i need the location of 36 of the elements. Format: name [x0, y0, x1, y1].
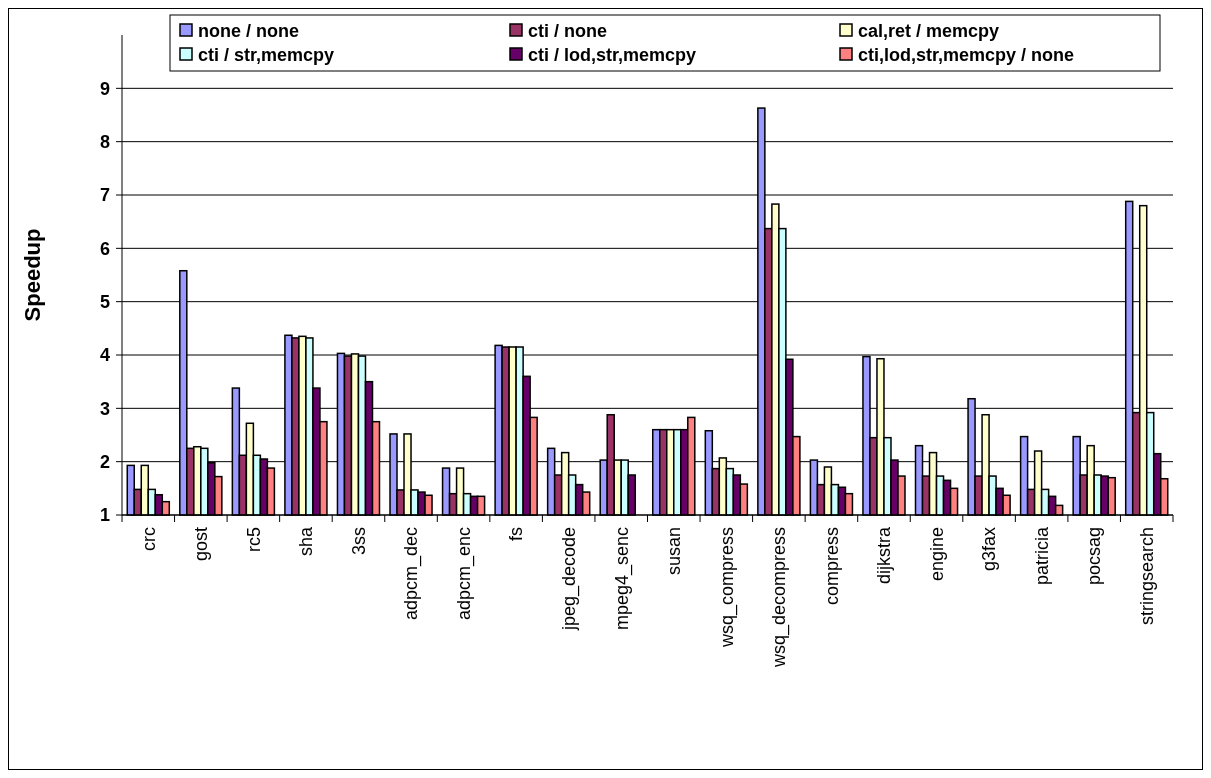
legend-label: cti / str,memcpy — [198, 45, 335, 66]
y-tick-label: 2 — [99, 451, 110, 472]
x-tick-label: sha — [296, 526, 317, 557]
x-tick-label: patricia — [1031, 526, 1052, 586]
x-tick-label: rc5 — [243, 527, 264, 553]
x-tick-label: stringsearch — [1137, 527, 1158, 626]
x-tick-label: crc — [138, 527, 159, 551]
x-tick-label: 3ss — [348, 527, 369, 556]
y-tick-label: 6 — [99, 238, 110, 259]
legend-label: cal,ret / memcpy — [858, 21, 1000, 42]
x-tick-label: pocsag — [1084, 527, 1105, 586]
legend-label: none / none — [198, 21, 299, 42]
y-tick-label: 4 — [99, 345, 110, 366]
y-axis-title: Speedup — [20, 228, 45, 322]
x-tick-label: adpcm_dec — [401, 527, 423, 621]
y-tick-label: 8 — [99, 131, 110, 152]
legend-label: cti / none — [528, 21, 608, 42]
x-tick-label: dijkstra — [874, 526, 895, 585]
x-tick-label: susan — [664, 527, 685, 576]
y-tick-label: 9 — [99, 78, 110, 99]
y-tick-label: 7 — [99, 185, 110, 206]
y-tick-label: 1 — [99, 505, 110, 526]
x-tick-label: wsq_decompress — [769, 527, 791, 669]
x-tick-label: mpeg4_senc — [611, 527, 633, 631]
x-tick-label: fs — [506, 527, 527, 542]
x-tick-label: gost — [191, 527, 212, 562]
legend-label: cti,lod,str,memcpy / none — [858, 45, 1075, 66]
x-tick-label: jpeg_decode — [558, 527, 580, 632]
y-tick-label: 3 — [99, 398, 110, 419]
legend-label: cti / lod,str,memcpy — [528, 45, 697, 66]
x-tick-label: g3fax — [979, 527, 1000, 572]
y-tick-label: 5 — [99, 291, 110, 312]
x-tick-label: engine — [926, 527, 947, 582]
x-tick-label: adpcm_enc — [453, 527, 475, 621]
x-tick-label: compress — [821, 527, 842, 606]
x-tick-label: wsq_compress — [716, 527, 738, 649]
